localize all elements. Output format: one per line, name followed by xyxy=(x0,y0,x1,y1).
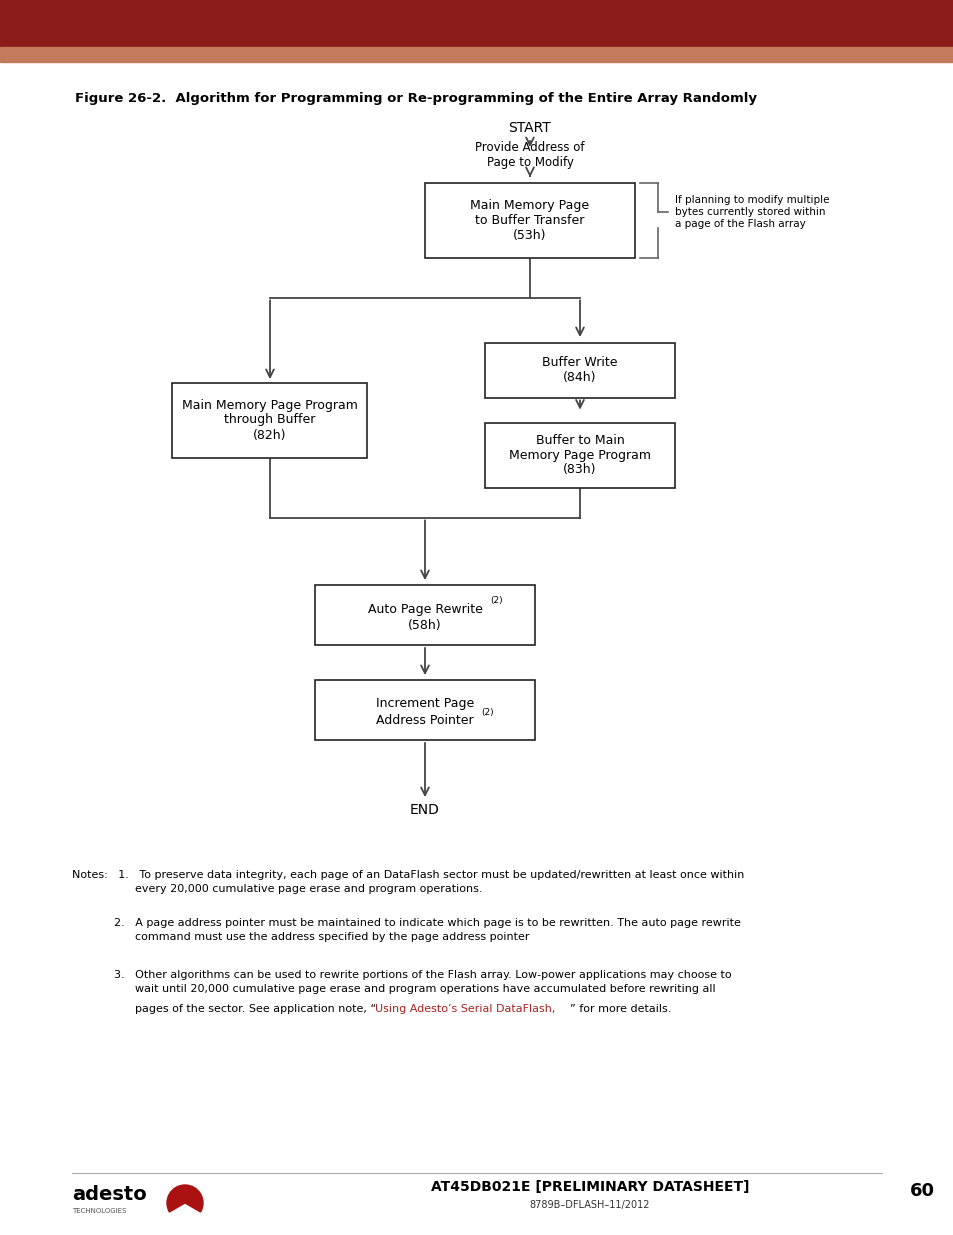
Bar xyxy=(484,422,675,488)
Text: ” for more details.: ” for more details. xyxy=(569,1004,671,1014)
Text: 2.   A page address pointer must be maintained to indicate which page is to be r: 2. A page address pointer must be mainta… xyxy=(71,918,740,942)
Text: (2): (2) xyxy=(490,597,502,605)
Bar xyxy=(0,0,953,47)
Text: Main Memory Page Program
through Buffer
(82h): Main Memory Page Program through Buffer … xyxy=(182,399,357,441)
Text: (58h): (58h) xyxy=(408,619,441,631)
Text: Figure 26-2.  Algorithm for Programming or Re-programming of the Entire Array Ra: Figure 26-2. Algorithm for Programming o… xyxy=(75,91,757,105)
Text: START: START xyxy=(508,121,551,135)
Bar xyxy=(0,47,953,62)
Bar xyxy=(484,342,675,398)
Text: Auto Page Rewrite: Auto Page Rewrite xyxy=(367,603,482,615)
Text: END: END xyxy=(410,803,439,818)
Bar xyxy=(314,680,535,740)
Bar xyxy=(424,183,635,258)
Bar xyxy=(172,383,367,457)
Text: AT45DB021E [PRELIMINARY DATASHEET]: AT45DB021E [PRELIMINARY DATASHEET] xyxy=(431,1179,748,1194)
Text: pages of the sector. See application note, “: pages of the sector. See application not… xyxy=(71,1004,375,1014)
Text: adesto: adesto xyxy=(71,1186,147,1204)
Text: Address Pointer: Address Pointer xyxy=(375,714,474,726)
Text: If planning to modify multiple
bytes currently stored within
a page of the Flash: If planning to modify multiple bytes cur… xyxy=(675,195,828,228)
Text: Buffer to Main
Memory Page Program
(83h): Buffer to Main Memory Page Program (83h) xyxy=(509,433,650,477)
Text: Main Memory Page
to Buffer Transfer
(53h): Main Memory Page to Buffer Transfer (53h… xyxy=(470,199,589,242)
Text: 8789B–DFLASH–11/2012: 8789B–DFLASH–11/2012 xyxy=(529,1200,650,1210)
Text: (2): (2) xyxy=(480,708,493,716)
Text: TECHNOLOGIES: TECHNOLOGIES xyxy=(71,1208,126,1214)
Bar xyxy=(314,585,535,645)
Text: Provide Address of
Page to Modify: Provide Address of Page to Modify xyxy=(475,141,584,169)
Text: 3.   Other algorithms can be used to rewrite portions of the Flash array. Low-po: 3. Other algorithms can be used to rewri… xyxy=(71,969,731,1008)
Text: 60: 60 xyxy=(909,1182,934,1200)
Wedge shape xyxy=(167,1186,203,1212)
Text: Notes:   1.   To preserve data integrity, each page of an DataFlash sector must : Notes: 1. To preserve data integrity, ea… xyxy=(71,869,743,894)
Text: Buffer Write
(84h): Buffer Write (84h) xyxy=(541,356,618,384)
Text: Increment Page: Increment Page xyxy=(375,698,474,710)
Text: Using Adesto’s Serial DataFlash,: Using Adesto’s Serial DataFlash, xyxy=(375,1004,555,1014)
